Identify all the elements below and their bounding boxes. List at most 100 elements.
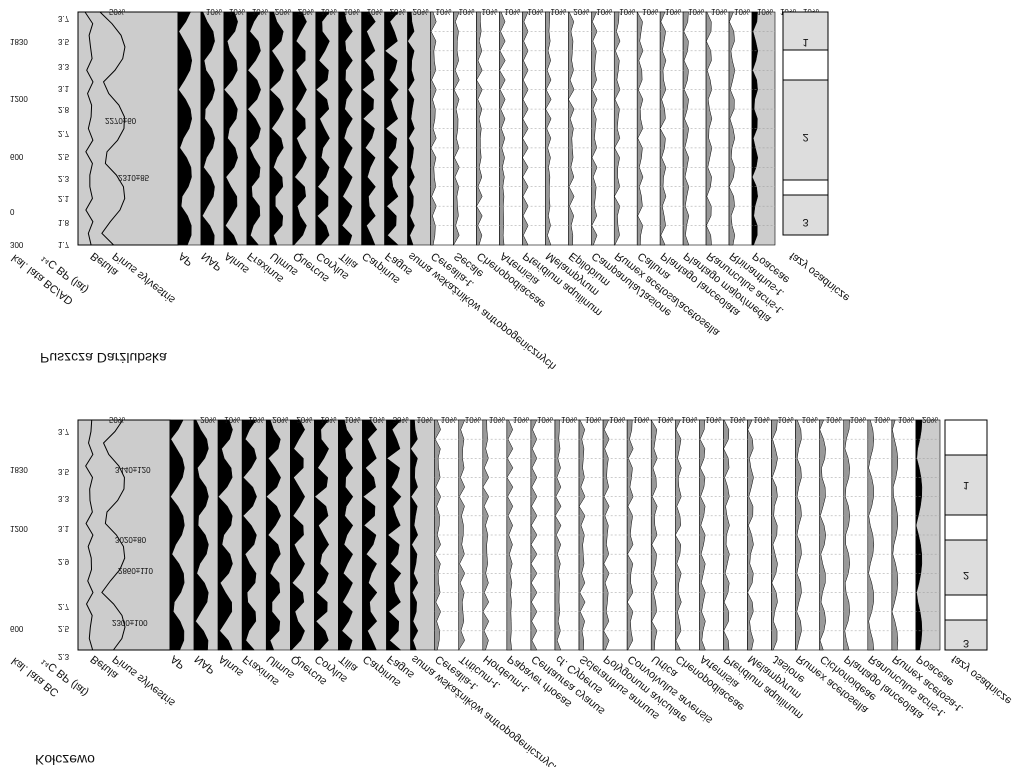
scale-tick: 10% xyxy=(321,7,337,16)
scale-tick: 10% xyxy=(657,415,673,424)
profile xyxy=(407,11,415,246)
depth-tick: 3.3 xyxy=(58,62,70,71)
c14-date: 2310±85 xyxy=(118,173,150,182)
scale-tick: 10% xyxy=(436,7,452,16)
profile xyxy=(338,419,354,651)
depth-tick: 3.5 xyxy=(58,37,70,46)
scale-tick: 20% xyxy=(390,7,406,16)
taxon-label: AP xyxy=(176,250,195,268)
profile xyxy=(292,11,307,246)
scale-tick: 20% xyxy=(272,415,288,424)
depth-tick: 3.3 xyxy=(58,494,70,503)
scale-tick: 10% xyxy=(248,415,264,424)
scale-tick: 10% xyxy=(550,7,566,16)
profile xyxy=(290,419,306,651)
profile xyxy=(315,11,330,246)
scale-tick: 10% xyxy=(417,415,433,424)
zone-box xyxy=(782,11,829,51)
scale-tick: 10% xyxy=(229,7,245,16)
profile xyxy=(410,419,419,651)
scale-tick: 10% xyxy=(665,7,681,16)
profile xyxy=(241,419,257,651)
scale-tick: 10% xyxy=(802,415,818,424)
panel-title: Puszcza Darżlubska xyxy=(40,350,167,366)
c14-date: 3440±120 xyxy=(115,465,151,474)
pinus-line xyxy=(99,11,126,246)
scale-tick: 10% xyxy=(633,415,649,424)
scale-tick: 10% xyxy=(688,7,704,16)
scale-tick: 20% xyxy=(275,7,291,16)
depth-tick: 1.7 xyxy=(58,240,70,249)
zone-label: 2 xyxy=(802,131,808,143)
scale-tick: 20% xyxy=(296,415,312,424)
zone-label: 1 xyxy=(802,36,808,48)
profile xyxy=(314,419,330,651)
scale-tick: 50% xyxy=(109,7,125,16)
scale-tick: 10% xyxy=(619,7,635,16)
scale-tick: 10% xyxy=(705,415,721,424)
zone-label: 3 xyxy=(802,216,808,228)
scale-tick: 10% xyxy=(465,415,481,424)
zone-box xyxy=(944,514,988,541)
depth-tick: 3.5 xyxy=(58,467,70,476)
profile xyxy=(265,419,281,651)
depth-tick: 2.3 xyxy=(58,174,70,183)
scale-tick: 10% xyxy=(874,415,890,424)
taxon-label: Pinus sylvestris xyxy=(110,250,178,306)
scale-tick: 10% xyxy=(537,415,553,424)
age-tick: 1200 xyxy=(10,524,28,533)
scale-tick: 10% xyxy=(609,415,625,424)
scale-tick: 10% xyxy=(642,7,658,16)
zone-box xyxy=(944,619,988,651)
taxon-label: NAP xyxy=(193,653,218,676)
scale-tick: 10% xyxy=(206,7,222,16)
profile xyxy=(217,419,233,651)
age-tick: 600 xyxy=(10,624,24,633)
taxon-label: fazy osadnicze xyxy=(949,653,1014,707)
age-tick: 1200 xyxy=(10,94,28,103)
depth-tick: 2.1 xyxy=(58,194,70,203)
zone-label: 1 xyxy=(963,479,969,491)
scale-tick: 50% xyxy=(109,415,125,424)
age-tick: 300 xyxy=(10,240,24,249)
zone-box xyxy=(944,539,988,596)
depth-tick: 1.8 xyxy=(58,218,70,227)
profile xyxy=(386,419,402,651)
depth-tick: 2.5 xyxy=(58,152,70,161)
scale-tick: 10% xyxy=(320,415,336,424)
scale-tick: 10% xyxy=(561,415,577,424)
scale-tick: 10% xyxy=(344,415,360,424)
pinus-line xyxy=(101,419,126,651)
zone-box xyxy=(944,594,988,621)
age-tick: 600 xyxy=(10,152,24,161)
panel-title: Kołczewo xyxy=(35,752,95,767)
profile xyxy=(362,419,378,651)
zone-box xyxy=(782,49,829,81)
depth-tick: 2.8 xyxy=(58,105,70,114)
zone-label: 3 xyxy=(963,637,969,649)
curve-area xyxy=(77,11,179,246)
zone-box xyxy=(782,79,829,181)
age-tick: 1830 xyxy=(10,465,28,474)
depth-tick: 2.3 xyxy=(58,652,70,661)
scale-tick: 10% xyxy=(369,415,385,424)
profile xyxy=(675,419,682,651)
taxon-label: NAP xyxy=(199,250,224,273)
zone-box xyxy=(782,194,829,236)
depth-tick: 2.5 xyxy=(58,624,70,633)
zone-label: 2 xyxy=(963,569,969,581)
depth-tick: 2.7 xyxy=(58,602,70,611)
scale-tick: 20% xyxy=(200,415,216,424)
scale-tick: 10% xyxy=(489,415,505,424)
betula-line xyxy=(85,419,94,651)
profile xyxy=(169,419,185,651)
profile xyxy=(193,419,209,651)
depth-tick: 3.7 xyxy=(58,427,70,436)
profile xyxy=(338,11,353,246)
scale-tick: 20% xyxy=(298,7,314,16)
taxon-label: fazy osadnicze xyxy=(787,250,852,304)
taxon-label: Alnus xyxy=(222,250,251,277)
age-tick: 0 xyxy=(10,207,15,216)
scale-tick: 10% xyxy=(252,7,268,16)
scale-tick: 10% xyxy=(757,7,773,16)
